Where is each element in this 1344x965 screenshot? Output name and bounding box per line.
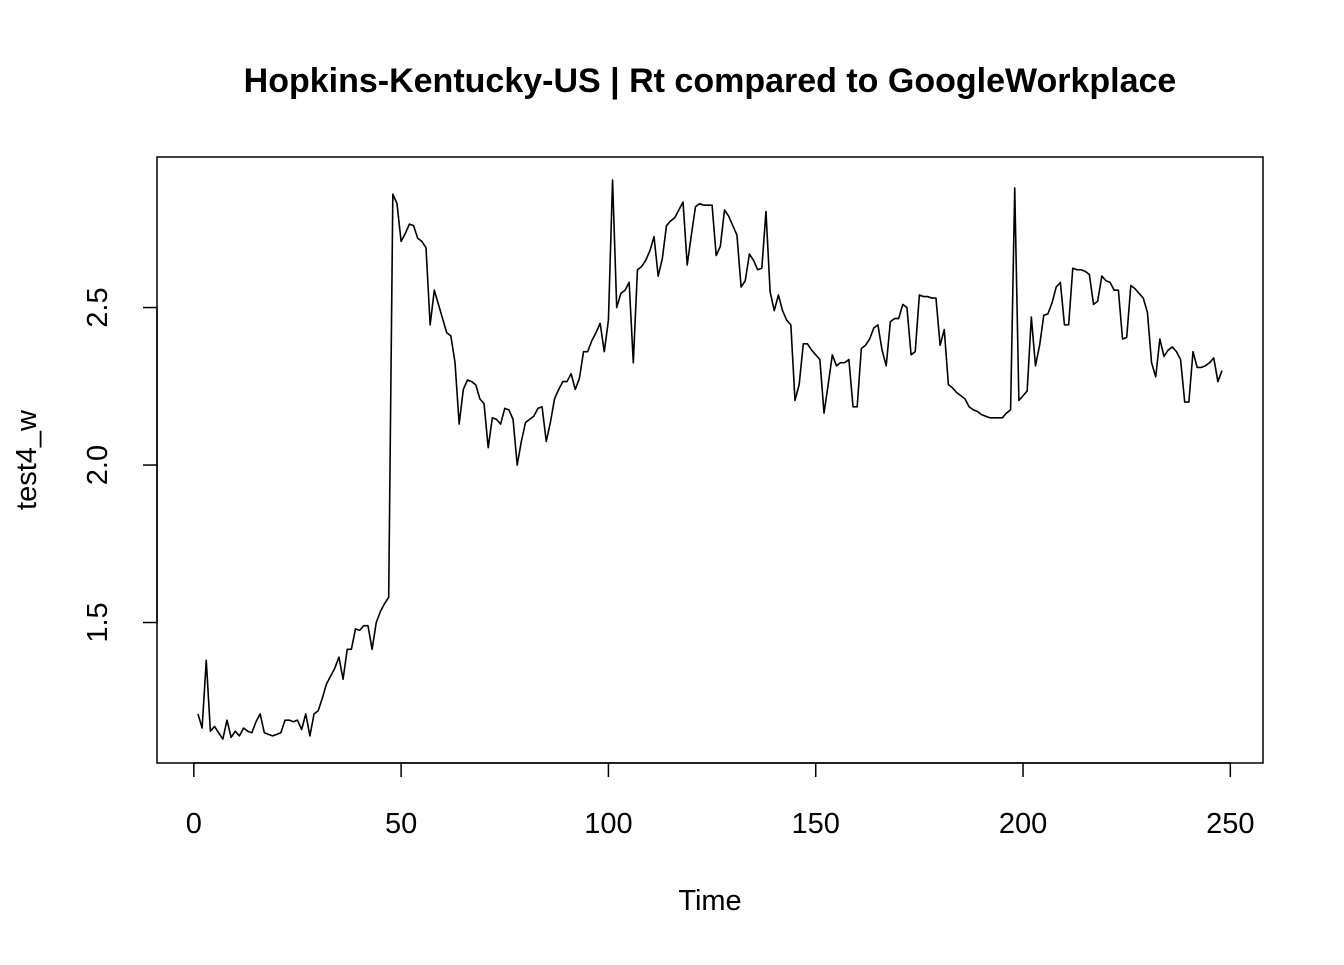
chart-title: Hopkins-Kentucky-US | Rt compared to Goo… — [244, 62, 1177, 100]
y-axis-label: test4_w — [11, 409, 43, 510]
x-axis-label: Time — [678, 885, 741, 917]
data-line — [197, 179, 1223, 740]
x-tick-label: 150 — [792, 808, 840, 840]
y-tick-label: 2.5 — [82, 287, 114, 327]
x-tick-label: 50 — [385, 808, 417, 840]
y-tick-label: 1.5 — [82, 602, 114, 642]
x-tick-label: 100 — [584, 808, 632, 840]
x-tick-label: 250 — [1206, 808, 1254, 840]
x-tick-label: 200 — [999, 808, 1047, 840]
y-tick-label: 2.0 — [82, 445, 114, 485]
x-tick-label: 0 — [186, 808, 202, 840]
